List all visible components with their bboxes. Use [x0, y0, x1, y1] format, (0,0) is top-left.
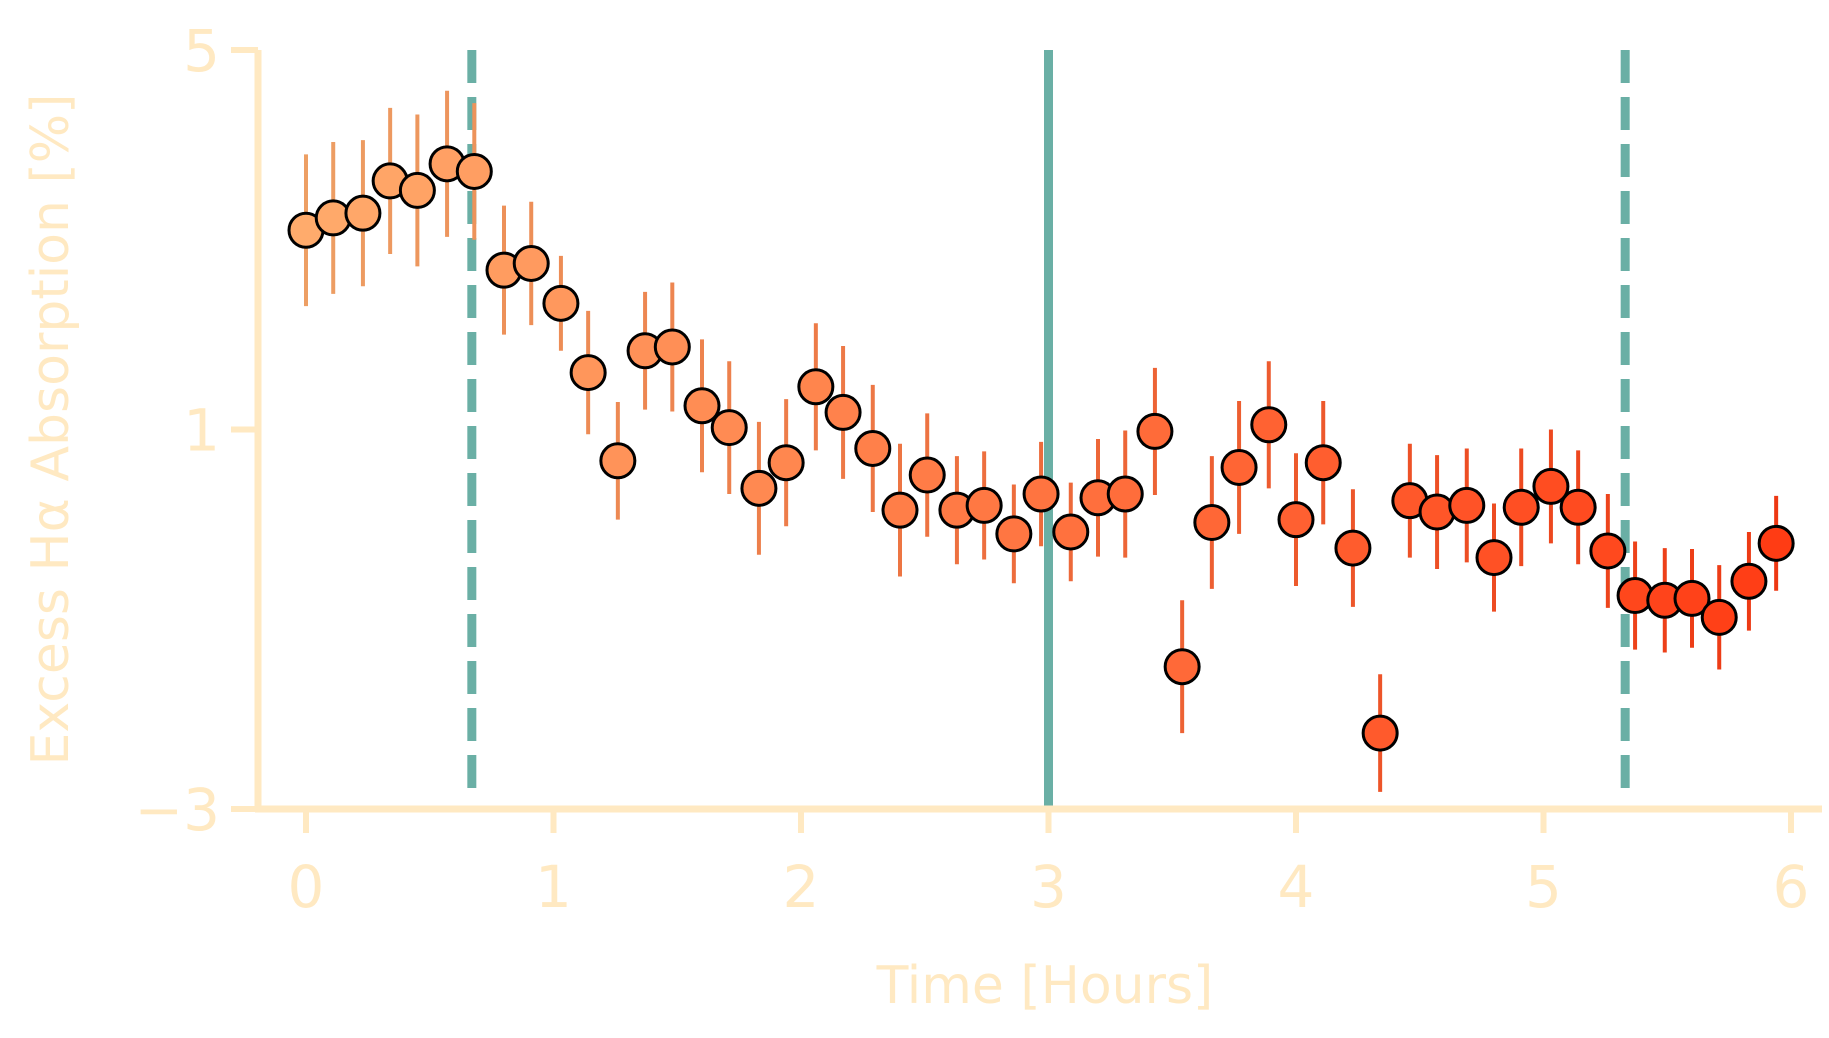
data-point: [1106, 475, 1144, 513]
data-point: [1448, 486, 1486, 524]
data-point: [1757, 524, 1795, 562]
data-point: [1502, 488, 1540, 526]
data-point: [1163, 648, 1201, 686]
error-bars: [304, 90, 1779, 792]
data-point: [908, 456, 946, 494]
x-axis-ticks: 0 1 2 3 4 5 6: [288, 809, 1810, 921]
data-point: [1361, 714, 1399, 752]
data-point: [1418, 493, 1456, 531]
x-tick-label: 0: [288, 853, 325, 921]
y-tick-label: −3: [135, 776, 221, 844]
data-points: [287, 145, 1795, 752]
data-point: [854, 429, 892, 467]
data-point: [1022, 475, 1060, 513]
x-axis-label: Time [Hours]: [876, 956, 1214, 1016]
data-point: [455, 152, 493, 190]
data-point: [1277, 501, 1315, 539]
data-point: [995, 515, 1033, 553]
data-point: [1250, 406, 1288, 444]
data-point: [1304, 444, 1342, 482]
data-point: [710, 409, 748, 447]
data-point: [344, 194, 382, 232]
data-point: [1193, 503, 1231, 541]
data-point: [1673, 579, 1711, 617]
x-tick-label: 4: [1278, 853, 1315, 921]
data-point: [542, 284, 580, 322]
vertical-markers: [467, 50, 1630, 809]
data-point: [1730, 562, 1768, 600]
data-point: [1334, 529, 1372, 567]
data-point: [398, 171, 436, 209]
data-point: [965, 486, 1003, 524]
y-axis-label: Excess Hα Absorption [%]: [21, 94, 81, 766]
data-point: [1475, 539, 1513, 577]
data-point: [1136, 412, 1174, 450]
data-point: [1052, 513, 1090, 551]
x-tick-label: 3: [1030, 853, 1067, 921]
data-point: [881, 491, 919, 529]
data-point: [824, 393, 862, 431]
data-point: [797, 368, 835, 406]
data-point: [653, 328, 691, 366]
data-point: [569, 354, 607, 392]
data-point: [767, 444, 805, 482]
data-point: [1220, 448, 1258, 486]
x-tick-label: 1: [535, 853, 572, 921]
data-point: [599, 442, 637, 480]
data-point: [512, 244, 550, 282]
data-point: [1559, 488, 1597, 526]
data-point: [1532, 467, 1570, 505]
data-point: [683, 387, 721, 425]
x-tick-label: 5: [1525, 853, 1562, 921]
data-point: [1700, 598, 1738, 636]
y-axis-ticks: −3 1 5: [135, 17, 258, 844]
data-point: [1589, 532, 1627, 570]
data-point: [740, 469, 778, 507]
x-tick-label: 6: [1773, 853, 1810, 921]
y-tick-label: 5: [183, 17, 220, 85]
y-tick-label: 1: [183, 397, 220, 465]
x-tick-label: 2: [783, 853, 820, 921]
